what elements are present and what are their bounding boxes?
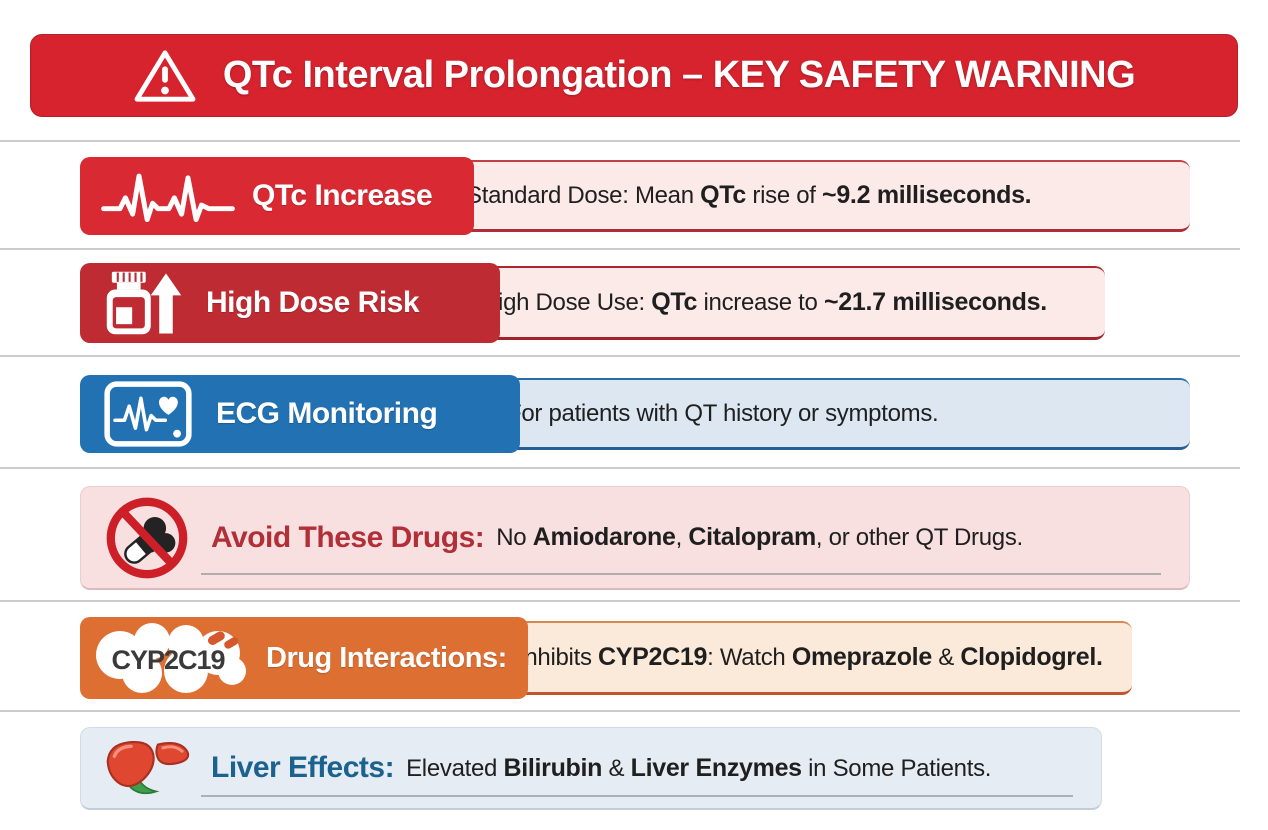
liver-icon	[106, 741, 190, 795]
text-segment: No	[496, 524, 533, 551]
separator	[0, 600, 1240, 602]
row-avoid-these-drugs: Avoid These Drugs: No Amiodarone, Citalo…	[80, 486, 1190, 590]
row-label-text: Avoid These Drugs:	[211, 520, 485, 554]
row-body-high-dose-risk: High Dose Use: QTc increase to ~21.7 mil…	[455, 266, 1105, 340]
row-body-text: For patients with QT history or symptoms…	[507, 399, 939, 428]
row-label-text: Drug Interactions:	[266, 641, 507, 674]
separator	[0, 140, 1240, 142]
row-label-text: QTc Increase	[252, 179, 433, 212]
text-segment: Omeprazole	[791, 643, 932, 671]
row-body-text: Standard Dose: Mean QTc rise of ~9.2 mil…	[466, 181, 1032, 210]
text-segment: Citalopram	[688, 523, 816, 551]
text-segment: ~9.2 milliseconds.	[822, 181, 1032, 209]
separator	[0, 248, 1240, 250]
underline-rule	[201, 573, 1161, 575]
text-segment: QTc	[700, 181, 747, 209]
text-segment: QTc	[651, 288, 698, 316]
row-label-ecg-monitoring: ECG Monitoring	[80, 375, 520, 453]
row-label-text: ECG Monitoring	[216, 397, 438, 430]
separator	[0, 467, 1240, 469]
row-body-drug-interactions: Inhibits CYP2C19: Watch Omeprazole & Clo…	[492, 621, 1132, 695]
ecg-monitor-icon	[104, 381, 192, 447]
row-label-drug-interactions: CYP2C19 Drug Interactions:	[80, 617, 528, 699]
row-body-qtc-increase: Standard Dose: Mean QTc rise of ~9.2 mil…	[430, 160, 1190, 232]
text-segment: increase to	[697, 289, 824, 316]
text-segment: Inhibits	[518, 644, 599, 671]
svg-text:CYP2C19: CYP2C19	[111, 645, 225, 675]
row-body-text: No Amiodarone, Citalopram, or other QT D…	[496, 523, 1023, 552]
text-segment: CYP2C19	[598, 643, 708, 671]
text-segment: Liver Enzymes	[630, 753, 802, 782]
row-body-text: Inhibits CYP2C19: Watch Omeprazole & Clo…	[518, 643, 1103, 672]
header-banner: QTc Interval Prolongation – KEY SAFETY W…	[30, 34, 1238, 117]
row-body-text: Elevated Bilirubin & Liver Enzymes in So…	[406, 754, 991, 783]
row-label-high-dose-risk: High Dose Risk	[80, 263, 500, 343]
text-segment: ,	[675, 524, 689, 551]
row-label-qtc-increase: QTc Increase	[80, 157, 474, 235]
text-segment: Amiodarone	[532, 523, 676, 551]
underline-rule	[201, 795, 1073, 797]
text-segment: , or other QT Drugs.	[815, 524, 1023, 551]
text-segment: Standard Dose: Mean	[466, 182, 701, 209]
row-body-ecg-monitoring: For patients with QT history or symptoms…	[475, 378, 1190, 450]
text-segment: ~21.7 milliseconds.	[823, 288, 1047, 316]
text-segment: in Some Patients.	[801, 754, 992, 782]
text-segment: Clopidogrel.	[960, 643, 1103, 671]
row-label-text: High Dose Risk	[206, 286, 420, 319]
no-pills-icon	[106, 497, 188, 578]
row-liver-effects: Liver Effects: Elevated Bilirubin & Live…	[80, 727, 1102, 810]
text-segment: : Watch	[707, 644, 792, 671]
cyp2c19-enzyme-badge-icon: CYP2C19	[90, 621, 258, 695]
text-segment: Elevated	[406, 754, 504, 782]
page-title: QTc Interval Prolongation – KEY SAFETY W…	[222, 54, 1136, 96]
text-segment: For patients with QT history or symptoms…	[507, 399, 939, 427]
row-body-text: High Dose Use: QTc increase to ~21.7 mil…	[481, 288, 1047, 317]
row-label-text: Liver Effects:	[211, 751, 395, 784]
ecg-waveform-icon	[101, 173, 235, 223]
pill-bottle-up-arrow-icon	[106, 271, 182, 335]
text-segment: High Dose Use:	[481, 289, 652, 316]
text-segment: rise of	[746, 182, 823, 209]
text-segment: &	[602, 754, 631, 782]
text-segment: &	[931, 644, 961, 671]
separator	[0, 710, 1240, 712]
warning-triangle-icon	[134, 49, 196, 102]
separator	[0, 355, 1240, 357]
text-segment: Bilirubin	[503, 753, 603, 782]
